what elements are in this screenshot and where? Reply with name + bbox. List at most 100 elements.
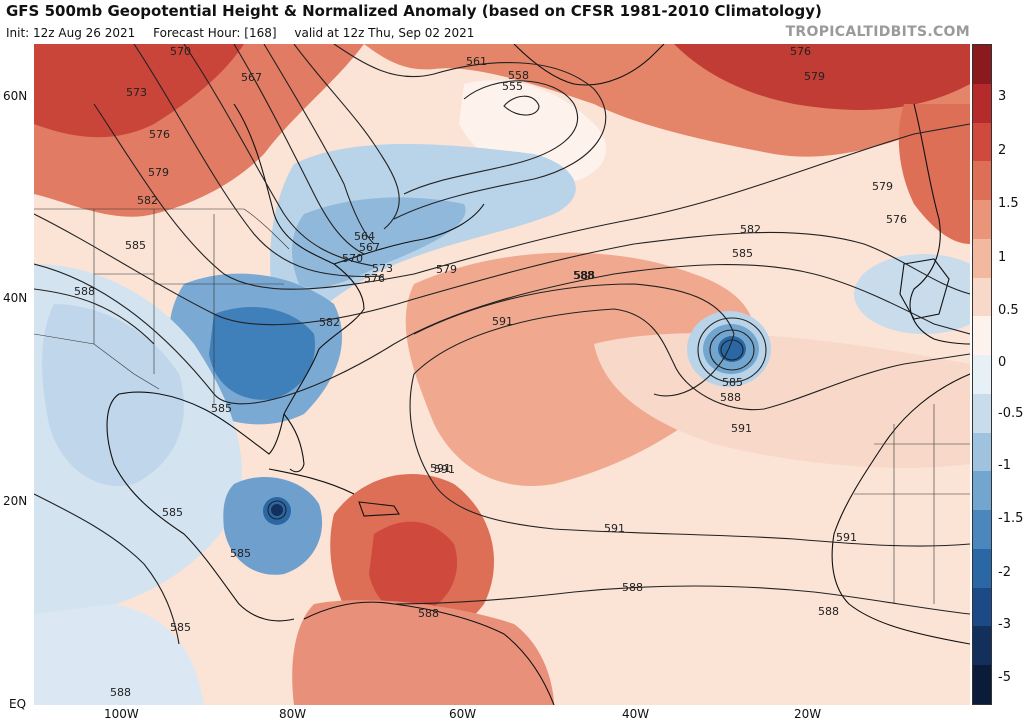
lat-label-60n: 60N: [3, 89, 28, 103]
contour-low-579: [720, 339, 744, 361]
positive-anomaly-northwest-core: [34, 44, 244, 138]
contour-582: [34, 213, 970, 326]
us-canada-border: [34, 208, 290, 250]
colorbar-segment: [973, 587, 991, 627]
contour-label: 564: [354, 230, 375, 243]
contour-labels: 570 567 573 576 579 582 585 588 561 558 …: [74, 45, 907, 699]
lon-label-60w: 60W: [449, 707, 477, 721]
contour-label: 585: [162, 506, 183, 519]
contour-label: 573: [126, 86, 147, 99]
colorbar-segment: [973, 83, 991, 123]
contour-label: 591: [731, 422, 752, 435]
borders: [34, 208, 970, 604]
contour-label: 591: [836, 531, 857, 544]
hispaniola-coast: [358, 501, 400, 517]
africa-borders: [854, 404, 970, 604]
contour-573: [183, 44, 375, 267]
contour-label: 591: [604, 522, 625, 535]
positive-anomaly-caribbean-core: [369, 521, 458, 615]
lat-label-40n: 40N: [3, 291, 28, 305]
lat-label-20n: 20N: [3, 494, 28, 508]
positive-anomaly-subtropical: [405, 252, 755, 486]
greenland-coast: [513, 44, 665, 86]
colorbar-label: -2: [998, 565, 1011, 580]
contour-label: 576: [886, 213, 907, 226]
negative-anomaly-gulf-inner: [42, 304, 184, 486]
contour-label: 567: [241, 71, 262, 84]
colorbar-segment: [973, 626, 991, 666]
contour-low-585: [697, 317, 767, 383]
contour-label: 591: [492, 315, 513, 328]
lon-label-40w: 40W: [622, 707, 650, 721]
contour-label: 579: [148, 166, 169, 179]
canada-maritime-coast: [333, 203, 485, 265]
colorbar-label: 1.5: [998, 196, 1019, 211]
colorbar-segment: [973, 122, 991, 162]
forecast-hour: Forecast Hour: [168]: [153, 26, 277, 40]
contour-555: [503, 95, 540, 116]
contour-label: 591: [430, 462, 451, 475]
contour-label: 582: [319, 316, 340, 329]
map-canvas: 570 567 573 576 579 582 585 588 561 558 …: [34, 44, 970, 705]
colorbar-segment: [973, 510, 991, 550]
map-title: GFS 500mb Geopotential Height & Normaliz…: [6, 2, 822, 20]
contour-591-south: [409, 373, 970, 547]
negative-anomaly-southeast-us-core: [209, 306, 315, 400]
colorbar-label: 1: [998, 250, 1007, 265]
weather-map: 570 567 573 576 579 582 585 588 561 558 …: [34, 44, 970, 705]
positive-anomaly-greenland-core: [674, 44, 970, 110]
colorbar-segment: [973, 471, 991, 511]
cuba-coast: [268, 468, 355, 495]
contour-label: 588: [573, 269, 594, 282]
contour-564: [293, 44, 400, 230]
contour-567: [263, 44, 375, 245]
contour-label: 588: [720, 391, 741, 404]
contour-label: 585: [722, 376, 743, 389]
contour-label: 585: [125, 239, 146, 252]
us-mexico-border: [34, 333, 160, 390]
us-state-lines: [93, 209, 284, 404]
contour-558: [403, 80, 579, 195]
south-america-coast: [303, 601, 555, 705]
lon-label-100w: 100W: [104, 707, 139, 721]
colorbar-label: 3: [998, 89, 1007, 104]
colorbar-segment: [973, 200, 991, 240]
contour-588: [34, 283, 735, 397]
colorbar-segment: [973, 665, 991, 705]
contour-label: 588: [418, 607, 439, 620]
positive-anomaly-south-america: [292, 600, 554, 705]
negative-anomaly-hurricane-caribbean: [223, 476, 323, 575]
anomaly-shading: [34, 44, 970, 705]
contour-label: 579: [872, 180, 893, 193]
contour-label: 588: [74, 285, 95, 298]
contour-label: 585: [230, 547, 251, 560]
lat-label-eq: EQ: [9, 697, 27, 711]
height-contours: [34, 44, 970, 645]
north-america-coast: [106, 103, 365, 622]
coastlines: [106, 44, 970, 705]
lon-label-20w: 20W: [794, 707, 822, 721]
colorbar-label: -0.5: [998, 406, 1024, 421]
positive-anomaly-ireland: [898, 104, 970, 244]
contour-570: [233, 44, 365, 255]
contour-label: 573: [372, 262, 393, 275]
contour-label: 585: [170, 621, 191, 634]
contour-label: 591: [434, 463, 455, 476]
negative-anomaly-pacific: [34, 604, 204, 705]
africa-coast: [831, 373, 970, 645]
contour-label: 558: [508, 69, 529, 82]
europe-coast: [909, 103, 970, 345]
contour-label: 576: [149, 128, 170, 141]
contour-label: 555: [502, 80, 523, 93]
contour-label: 585: [732, 247, 753, 260]
colorbar-label: 2: [998, 143, 1007, 158]
colorbar-segment: [973, 355, 991, 395]
contour-588-south: [393, 585, 970, 615]
contour-585: [34, 263, 970, 405]
colorbar-segment: [973, 161, 991, 201]
colorbar-segment: [973, 316, 991, 356]
contour-label: 576: [790, 45, 811, 58]
iberia-coast: [899, 258, 950, 320]
contour-label: 579: [436, 263, 457, 276]
colorbar-label: -3: [998, 617, 1011, 632]
